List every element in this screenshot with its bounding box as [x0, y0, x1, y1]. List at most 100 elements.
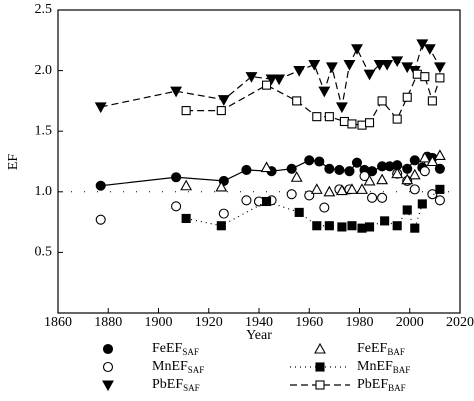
- marker: [417, 199, 427, 209]
- marker: [314, 156, 325, 167]
- marker: [245, 72, 258, 83]
- x-tick-label: 1960: [295, 315, 323, 330]
- marker: [343, 59, 356, 71]
- x-tick-label: 1900: [145, 315, 173, 330]
- legend-name: PbEF: [152, 377, 183, 392]
- marker: [319, 202, 330, 213]
- legend-subscript: BAF: [388, 383, 406, 393]
- marker: [435, 73, 445, 83]
- marker: [392, 221, 402, 231]
- marker: [420, 72, 430, 82]
- marker: [310, 183, 323, 194]
- marker: [95, 180, 106, 191]
- marker: [337, 222, 347, 232]
- marker: [377, 192, 388, 203]
- marker: [94, 102, 107, 114]
- marker: [241, 164, 252, 176]
- marker: [435, 184, 445, 194]
- marker: [314, 342, 326, 354]
- marker: [304, 155, 315, 166]
- marker: [339, 116, 349, 127]
- legend-subscript: BAF: [393, 365, 411, 375]
- marker: [102, 380, 114, 392]
- marker: [346, 183, 358, 194]
- marker: [171, 172, 182, 183]
- marker: [180, 179, 193, 191]
- marker: [335, 184, 348, 196]
- marker: [290, 171, 303, 182]
- marker: [364, 118, 375, 128]
- marker: [433, 62, 446, 74]
- marker: [323, 185, 336, 197]
- marker: [356, 183, 368, 194]
- marker: [170, 86, 183, 98]
- x-tick-label: 2020: [446, 315, 474, 330]
- marker: [409, 184, 420, 195]
- marker: [102, 361, 114, 373]
- marker: [363, 69, 376, 81]
- marker: [409, 155, 420, 166]
- marker: [293, 66, 306, 77]
- marker: [286, 189, 297, 200]
- marker: [357, 223, 367, 233]
- marker: [391, 167, 404, 179]
- marker: [364, 222, 375, 232]
- marker: [95, 214, 106, 225]
- marker: [347, 221, 357, 231]
- marker: [294, 207, 304, 217]
- marker: [241, 195, 252, 206]
- legend-label: FeEFSAF: [152, 341, 199, 357]
- y-tick-label: 0.5: [35, 245, 53, 260]
- marker: [381, 59, 394, 71]
- marker: [215, 180, 228, 192]
- y-tick-label: 1.0: [35, 184, 53, 199]
- marker: [261, 80, 272, 90]
- series-line: [186, 188, 441, 230]
- marker: [367, 166, 378, 177]
- legend-label: FeEFBAF: [357, 341, 405, 357]
- legend-subscript: SAF: [183, 383, 200, 393]
- marker: [102, 343, 114, 355]
- marker: [402, 163, 413, 174]
- legend-name: MnEF: [152, 359, 188, 374]
- marker: [335, 102, 348, 114]
- y-tick-label: 1.5: [35, 123, 53, 138]
- legend-label: MnEFBAF: [357, 359, 410, 375]
- marker: [318, 86, 331, 98]
- marker: [408, 168, 421, 180]
- marker: [380, 216, 390, 226]
- marker: [351, 157, 363, 168]
- marker: [344, 166, 355, 177]
- x-tick-label: 1920: [195, 315, 223, 330]
- marker: [351, 44, 363, 55]
- marker: [324, 163, 335, 174]
- marker: [181, 106, 191, 116]
- x-axis-label: Year: [246, 328, 272, 343]
- y-tick-label: 2.5: [35, 2, 53, 17]
- marker: [308, 59, 321, 71]
- marker: [357, 120, 367, 130]
- marker: [419, 166, 430, 177]
- marker: [286, 163, 297, 174]
- marker: [273, 74, 286, 86]
- marker: [377, 96, 387, 106]
- marker: [171, 201, 182, 212]
- marker: [218, 208, 229, 219]
- x-tick-label: 2000: [396, 315, 424, 330]
- y-axis-label: EF: [6, 154, 21, 171]
- marker: [363, 174, 376, 186]
- legend-subscript: BAF: [387, 347, 405, 357]
- marker: [427, 96, 437, 106]
- marker: [426, 155, 439, 167]
- legend-label: PbEFSAF: [152, 377, 200, 393]
- marker: [412, 69, 422, 79]
- marker: [418, 151, 431, 163]
- marker: [216, 106, 226, 116]
- marker: [216, 221, 226, 231]
- marker: [265, 74, 278, 86]
- marker: [312, 221, 322, 231]
- marker: [373, 59, 386, 71]
- y-tick-label: 2.0: [35, 63, 53, 78]
- marker: [402, 92, 412, 102]
